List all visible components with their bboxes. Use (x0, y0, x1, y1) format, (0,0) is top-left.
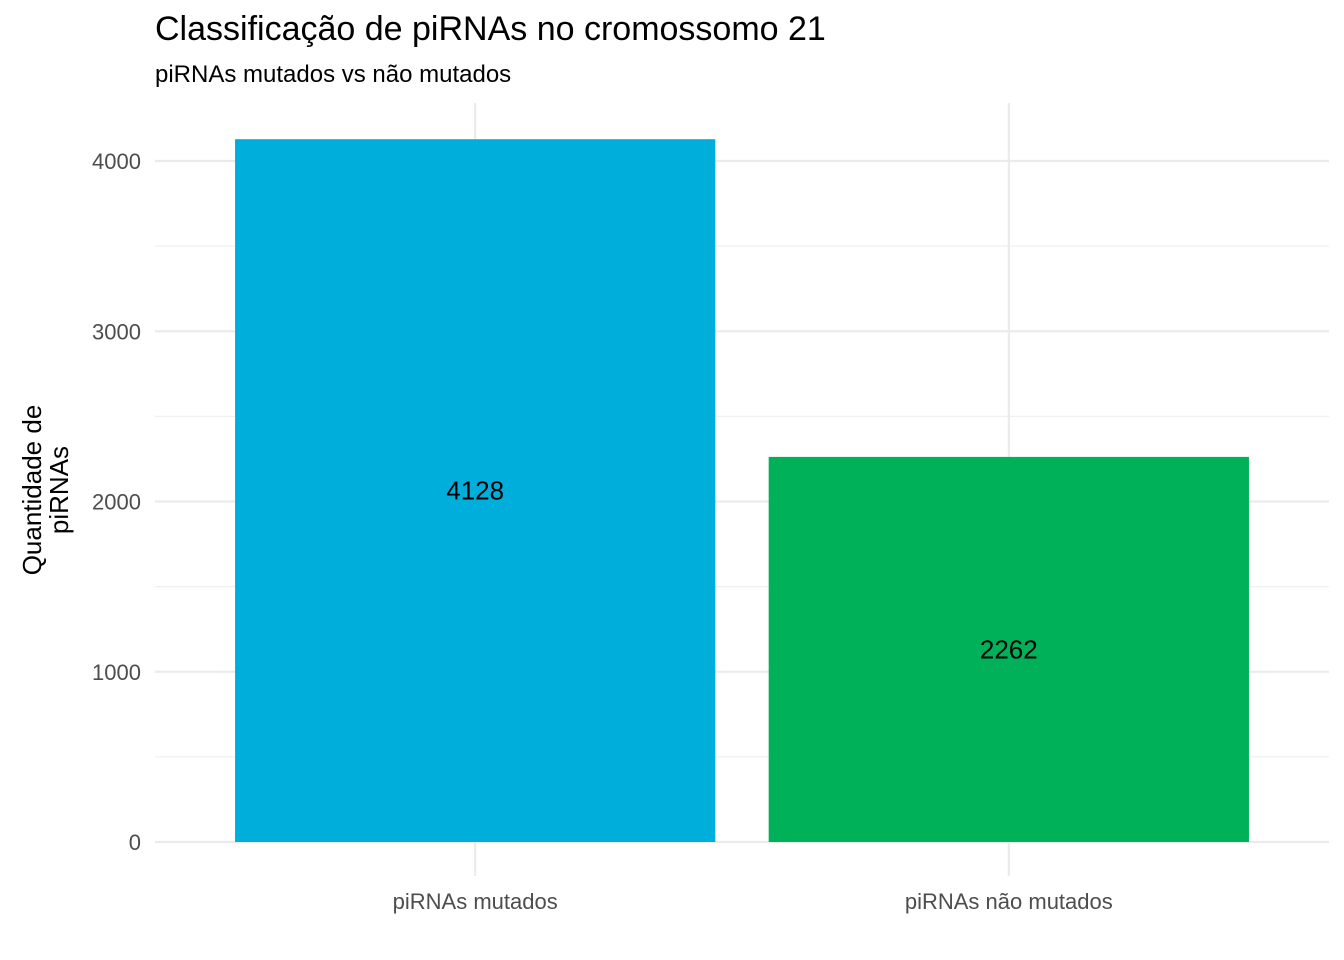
bar-1 (235, 139, 716, 842)
y-tick-label: 4000 (92, 149, 141, 174)
bar-2 (768, 456, 1249, 842)
x-tick-label-1: piRNAs mutados (393, 889, 558, 914)
x-tick-label-2: piRNAs não mutados (905, 889, 1113, 914)
y-tick-label: 1000 (92, 660, 141, 685)
bar-value-label-1: 4128 (446, 476, 504, 506)
y-tick-label: 2000 (92, 490, 141, 515)
bar-value-label-2: 2262 (980, 634, 1038, 664)
chart-subtitle: piRNAs mutados vs não mutados (155, 61, 512, 88)
y-tick-label: 0 (129, 830, 141, 855)
chart-title: Classificação de piRNAs no cromossomo 21 (155, 10, 826, 48)
y-tick-label: 3000 (92, 319, 141, 344)
